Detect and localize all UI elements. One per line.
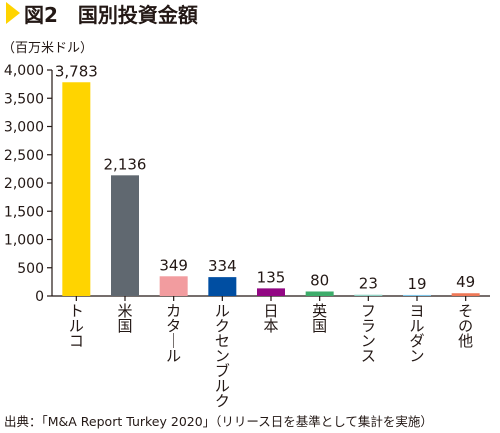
data-label: 349 [159, 256, 188, 274]
data-label: 80 [310, 271, 329, 289]
plot-area: 0 500 1,000 1,500 2,000 2,500 3,000 3,500 4,000 3… [4, 62, 490, 410]
figure-title: 図2 国別投資金額 [24, 3, 198, 27]
data-label: 334 [208, 257, 237, 275]
y-tick-label: 500 [17, 261, 44, 277]
y-tick-label: 3,000 [4, 120, 44, 136]
y-tick-label: 3,500 [4, 91, 44, 107]
x-category-label: フランス [361, 302, 376, 365]
data-label: 49 [456, 273, 475, 291]
source-note: 出典：「M&A Report Turkey 2020」（リリース日を基準として集… [4, 414, 433, 429]
bar [111, 175, 139, 296]
x-category-label: 米国 [117, 302, 132, 335]
x-category-label: 日本 [263, 302, 278, 335]
bar [354, 294, 383, 296]
bar [403, 294, 431, 296]
bar [305, 291, 334, 296]
bar [159, 276, 188, 296]
title-marker-icon [6, 2, 20, 24]
bar [62, 82, 91, 296]
bar [451, 293, 480, 296]
data-label: 23 [359, 275, 378, 293]
y-tick-label: 2,500 [4, 148, 44, 164]
data-label: 2,136 [104, 155, 147, 173]
x-category-label: カタ｜ル [166, 302, 181, 365]
bar [208, 277, 237, 296]
bar [257, 288, 285, 296]
y-tick-label: 1,500 [4, 204, 44, 220]
x-category-label: ヨルダン [409, 302, 424, 365]
y-tick-label: 1,000 [4, 233, 44, 249]
x-category-label: ルクセンブルク [215, 302, 230, 410]
y-tick-label: 4,000 [4, 63, 44, 79]
y-tick-label: 2,000 [4, 176, 44, 192]
x-category-label: 英国 [312, 302, 327, 335]
y-tick-label: 0 [35, 289, 44, 305]
data-label: 135 [257, 268, 286, 286]
x-category-label: トルコ [69, 302, 84, 350]
x-category-label: その他 [458, 302, 473, 350]
y-axis-unit: （百万米ドル） [2, 41, 93, 56]
data-label: 3,783 [55, 62, 98, 80]
data-label: 19 [407, 275, 426, 293]
